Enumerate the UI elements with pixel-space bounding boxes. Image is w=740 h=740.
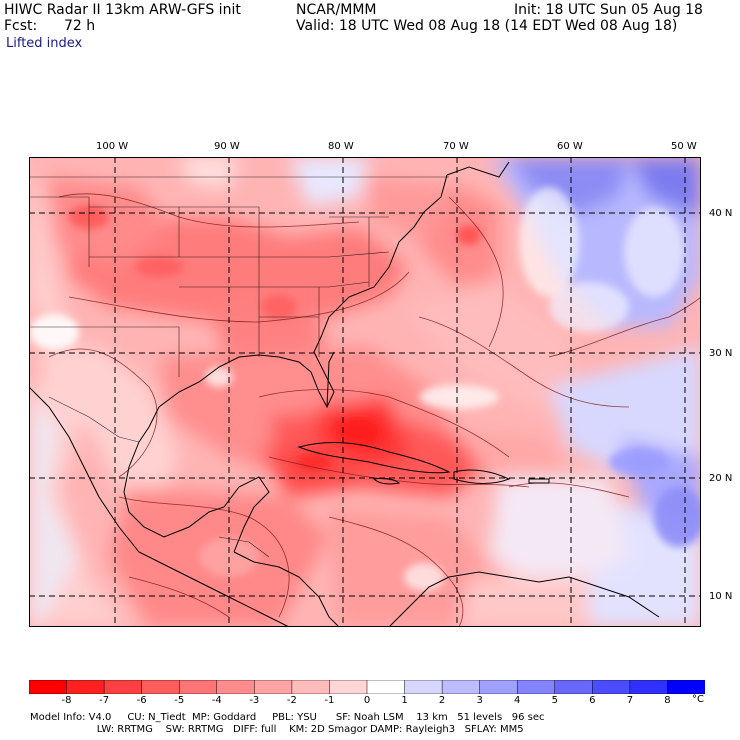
forecast-hour: 72 h [64, 18, 96, 34]
valid-time: Valid: 18 UTC Wed 08 Aug 18 (14 EDT Wed … [296, 18, 678, 34]
lon-label: 80 W [328, 141, 354, 152]
colorbar-swatch [404, 680, 443, 694]
colorbar-swatch [629, 680, 669, 694]
colorbar-swatch [592, 680, 631, 694]
colorbar-unit: °C [692, 694, 704, 705]
boundaries [29, 176, 449, 558]
lon-label: 60 W [557, 141, 583, 152]
colorbar-tick-label: -1 [324, 695, 335, 706]
colorbar-swatch [254, 680, 293, 694]
lon-label: 90 W [214, 141, 240, 152]
lifted-index-map [29, 157, 701, 627]
colorbar-swatch [178, 680, 218, 694]
colorbar-swatch [516, 680, 556, 694]
colorbar-tick-label: -8 [61, 695, 72, 706]
colorbar-tick-label: 2 [438, 695, 446, 706]
colorbar-swatch [291, 680, 331, 694]
lon-label: 50 W [671, 141, 697, 152]
coastlines [29, 161, 660, 627]
colorbar-tick-label: -7 [99, 695, 110, 706]
colorbar-swatch [667, 680, 705, 694]
colorbar-tick-label: 4 [514, 695, 521, 706]
colorbar-tick-label: 7 [626, 695, 634, 706]
graticule [29, 157, 701, 627]
colorbar-tick-label: 6 [589, 695, 596, 706]
lat-label: 10 N [709, 591, 733, 602]
colorbar [29, 680, 705, 694]
colorbar-swatch [329, 680, 368, 694]
lat-label: 30 N [709, 348, 733, 359]
colorbar-tick-label: 0 [363, 695, 371, 706]
colorbar-tick-label: 3 [476, 695, 483, 706]
lon-label: 100 W [96, 141, 129, 152]
model-title: HIWC Radar II 13km ARW-GFS init [4, 2, 241, 18]
colorbar-tick-label: 5 [551, 695, 558, 706]
colorbar-tick-label: -5 [174, 695, 185, 706]
field-detail [29, 187, 701, 591]
lat-label: 40 N [709, 208, 733, 219]
model-info-line-2: LW: RRTMG SW: RRTMG DIFF: full KM: 2D Sm… [30, 724, 524, 735]
colorbar-swatch [103, 680, 143, 694]
colorbar-tick-label: 1 [401, 695, 408, 706]
field-name: Lifted index [6, 36, 83, 51]
colorbar-swatch [366, 680, 406, 694]
colorbar-tick-label: -4 [211, 695, 222, 706]
agency-label: NCAR/MMM [296, 2, 377, 18]
colorbar-tick-label: 8 [664, 695, 671, 706]
colorbar-swatch [554, 680, 594, 694]
colorbar-swatch [216, 680, 256, 694]
colorbar-swatch [479, 680, 518, 694]
lon-label: 70 W [443, 141, 469, 152]
colorbar-tick-label: -3 [249, 695, 260, 706]
forecast-label: Fcst: [4, 18, 38, 34]
map-frame [29, 157, 701, 627]
init-time: Init: 18 UTC Sun 05 Aug 18 [514, 2, 703, 18]
colorbar-swatch [441, 680, 481, 694]
colorbar-swatch [29, 680, 68, 694]
model-info-line-1: Model Info: V4.0 CU: N_Tiedt MP: Goddard… [30, 712, 545, 723]
colorbar-tick-label: -2 [286, 695, 297, 706]
colorbar-tick-label: -6 [136, 695, 147, 706]
colorbar-swatch [66, 680, 105, 694]
colorbar-swatch [141, 680, 180, 694]
lat-label: 20 N [709, 473, 733, 484]
